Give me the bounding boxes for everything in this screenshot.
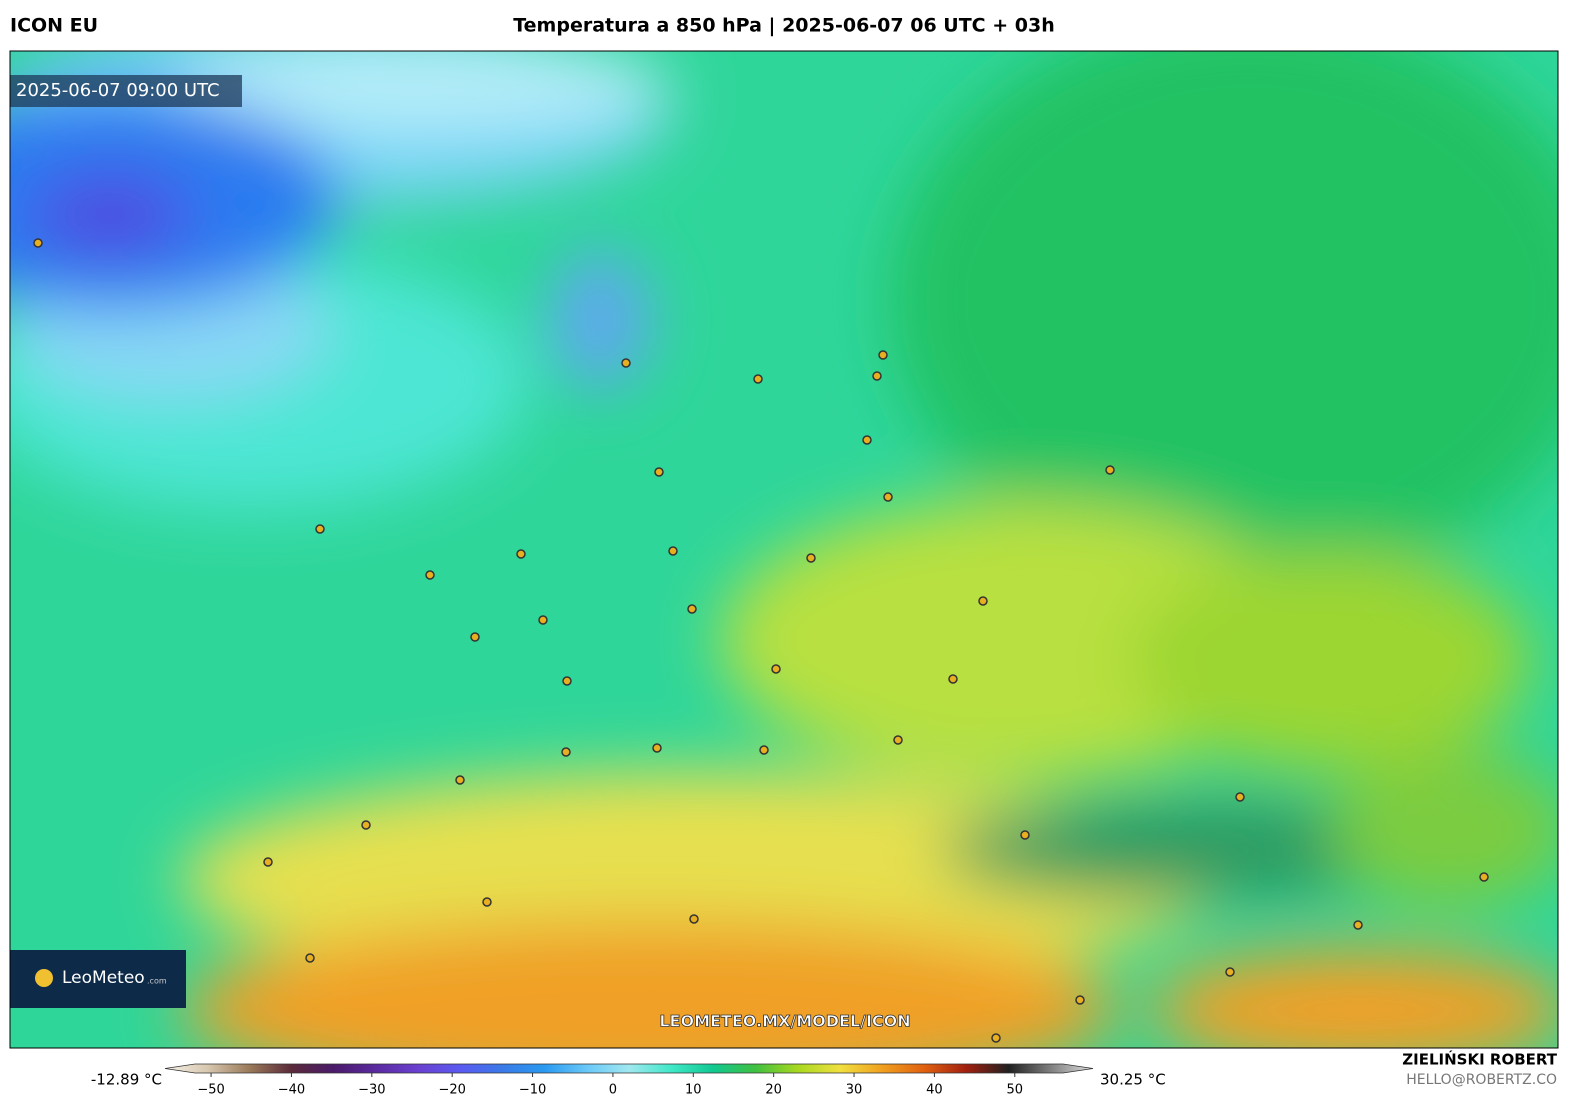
colorbar-tick-label: −30 xyxy=(358,1083,385,1098)
colorbar-tick-label: 40 xyxy=(926,1083,943,1098)
colorbar-tick-label: −10 xyxy=(519,1083,546,1098)
colorbar-tick-label: 30 xyxy=(846,1083,863,1098)
colorbar-tick-label: −20 xyxy=(438,1083,465,1098)
map-title: Temperatura a 850 hPa | 2025-06-07 06 UT… xyxy=(513,15,1055,37)
map: 2025-06-07 09:00 UTC LeoMeteo .com LEOME… xyxy=(10,51,1558,1048)
credit-email: HELLO@ROBERTZ.CO xyxy=(1406,1072,1557,1088)
map-frame xyxy=(9,50,1559,1049)
colorbar-tick-label: 0 xyxy=(609,1083,617,1098)
colorbar-tick-label: −40 xyxy=(278,1083,305,1098)
colorbar-tick-label: 20 xyxy=(765,1083,782,1098)
logo-text: LeoMeteo xyxy=(62,968,145,988)
model-name: ICON EU xyxy=(10,15,98,37)
colorbar-tick-label: 10 xyxy=(685,1083,702,1098)
map-timestamp: 2025-06-07 09:00 UTC xyxy=(16,80,220,101)
min-label: -12.89 °C xyxy=(91,1071,162,1089)
max-label: 30.25 °C xyxy=(1100,1071,1166,1089)
watermark: LEOMETEO.MX/MODEL/ICON xyxy=(659,1012,910,1031)
logo-suffix: .com xyxy=(147,977,167,986)
colorbar-tick-label: −50 xyxy=(197,1083,224,1098)
credit-name: ZIELIŃSKI ROBERT xyxy=(1402,1050,1557,1069)
colorbar-bar xyxy=(164,1063,1094,1074)
colorbar: −50 −40 −30 −20 −10 0 10 20 30 40 50 xyxy=(164,1063,1094,1098)
colorbar-tick-label: 50 xyxy=(1007,1083,1024,1098)
